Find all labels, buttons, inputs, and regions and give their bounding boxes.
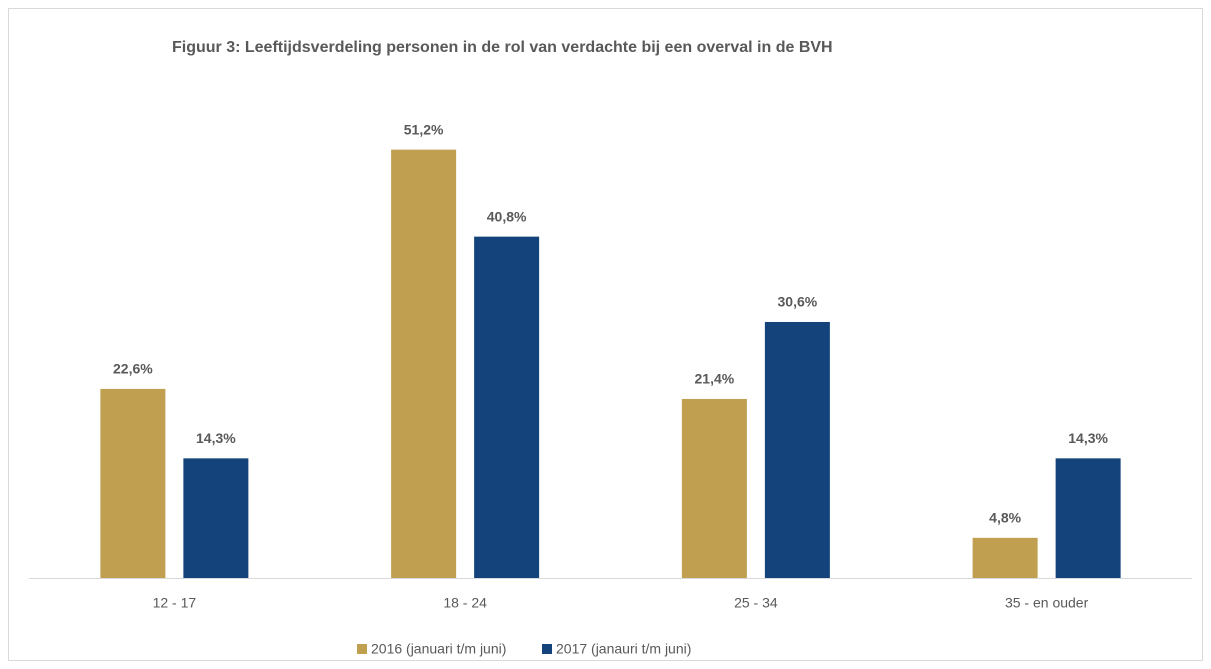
bar xyxy=(474,236,540,578)
bar xyxy=(1055,458,1121,578)
legend-swatch xyxy=(357,644,367,654)
data-label: 21,4% xyxy=(695,371,735,387)
bar xyxy=(183,458,249,578)
bar xyxy=(100,388,166,578)
x-tick-label: 12 - 17 xyxy=(153,595,197,611)
legend-label: 2016 (januari t/m juni) xyxy=(371,641,506,657)
bar xyxy=(972,537,1038,578)
x-tick-label: 18 - 24 xyxy=(443,595,487,611)
legend-label: 2017 (janauri t/m juni) xyxy=(556,641,691,657)
chart-title: Figuur 3: Leeftijdsverdeling personen in… xyxy=(172,39,833,56)
bar xyxy=(391,149,457,579)
data-label: 30,6% xyxy=(778,294,818,310)
legend-swatch xyxy=(542,644,552,654)
x-tick-label: 35 - en ouder xyxy=(1005,595,1089,611)
data-label: 14,3% xyxy=(196,430,236,446)
bar xyxy=(764,321,830,578)
data-label: 14,3% xyxy=(1068,430,1108,446)
x-tick-label: 25 - 34 xyxy=(734,595,778,611)
data-label: 22,6% xyxy=(113,361,153,377)
bar xyxy=(681,398,747,578)
data-label: 4,8% xyxy=(989,510,1021,526)
data-label: 51,2% xyxy=(404,121,444,137)
data-label: 40,8% xyxy=(487,208,527,224)
